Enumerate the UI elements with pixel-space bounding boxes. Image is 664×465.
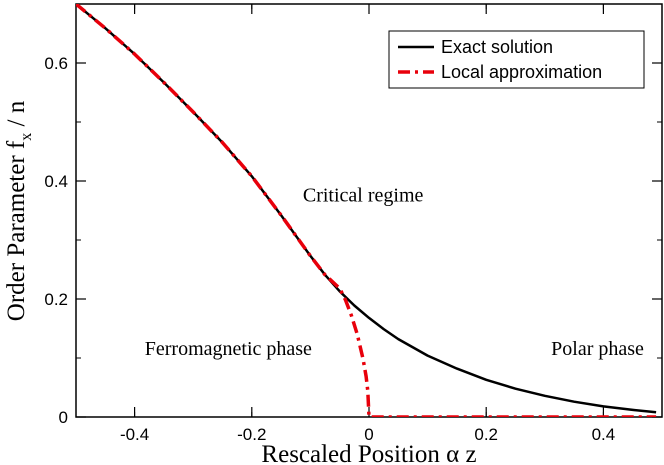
y-tick-label: 0.4 — [44, 172, 68, 191]
series-line-local — [76, 4, 657, 417]
legend-box — [388, 30, 645, 89]
x-tick-label: -0.2 — [237, 425, 266, 444]
y-tick-label: 0 — [59, 408, 68, 427]
y-tick-label: 0.2 — [44, 290, 68, 309]
y-axis-label-subscript: x — [18, 133, 35, 141]
y-axis-label: Order Parameter fx / n — [3, 100, 35, 321]
y-axis-label-main: Order Parameter f — [3, 140, 30, 321]
x-tick-label: 0 — [364, 425, 373, 444]
x-tick-label: 0.2 — [474, 425, 498, 444]
annotation-critical-regime: Critical regime — [303, 185, 424, 207]
x-tick-label: -0.4 — [120, 425, 149, 444]
x-tick-label: 0.4 — [592, 425, 616, 444]
legend-label-exact: Exact solution — [441, 37, 553, 57]
legend-label-local: Local approximation — [441, 62, 602, 82]
y-axis-label-tail: / n — [3, 100, 30, 132]
y-tick-label: 0.6 — [44, 54, 68, 73]
annotation-polar-phase: Polar phase — [551, 338, 644, 360]
x-axis-label: Rescaled Position α z — [261, 441, 476, 465]
annotation-ferromagnetic-phase: Ferromagnetic phase — [145, 338, 312, 360]
legend: Exact solution Local approximation — [388, 30, 645, 89]
